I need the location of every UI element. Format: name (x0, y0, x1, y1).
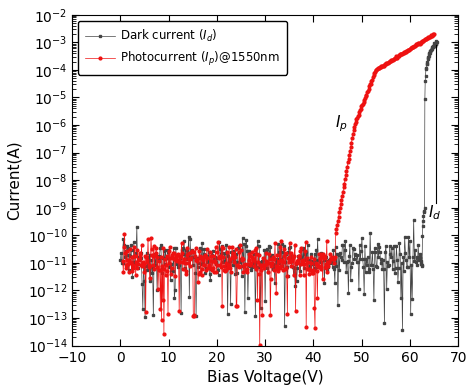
Photocurrent ($I_p$)@1550nm (120, 259, 126, 264)
Photocurrent ($I_p$)@1550nm (257, 343, 263, 347)
Photocurrent ($I_p$)@1550nm (279, 258, 285, 262)
Photocurrent ($I_p$)@1550nm (431, 31, 437, 36)
Line: Dark current ($I_d$): Dark current ($I_d$) (119, 39, 438, 331)
Text: $I_d$: $I_d$ (428, 203, 442, 221)
Dark current ($I_d$) (118, 258, 123, 262)
Dark current ($I_d$) (432, 44, 438, 49)
Dark current ($I_d$) (307, 264, 313, 269)
X-axis label: Bias Voltage(V): Bias Voltage(V) (207, 370, 323, 385)
Dark current ($I_d$) (434, 39, 439, 44)
Dark current ($I_d$) (361, 291, 367, 296)
Dark current ($I_d$) (174, 261, 180, 265)
Dark current ($I_d$) (433, 38, 439, 43)
Dark current ($I_d$) (400, 328, 405, 332)
Photocurrent ($I_p$)@1550nm (262, 263, 267, 268)
Dark current ($I_d$) (155, 255, 161, 260)
Y-axis label: Current(A): Current(A) (7, 140, 22, 220)
Text: $I_p$: $I_p$ (335, 114, 348, 134)
Line: Photocurrent ($I_p$)@1550nm: Photocurrent ($I_p$)@1550nm (121, 33, 436, 347)
Photocurrent ($I_p$)@1550nm (295, 258, 301, 262)
Photocurrent ($I_p$)@1550nm (260, 263, 265, 268)
Dark current ($I_d$) (428, 48, 433, 53)
Legend: Dark current ($I_d$), Photocurrent ($I_p$)@1550nm: Dark current ($I_d$), Photocurrent ($I_p… (78, 21, 287, 75)
Photocurrent ($I_p$)@1550nm (423, 37, 429, 42)
Photocurrent ($I_p$)@1550nm (368, 82, 374, 86)
